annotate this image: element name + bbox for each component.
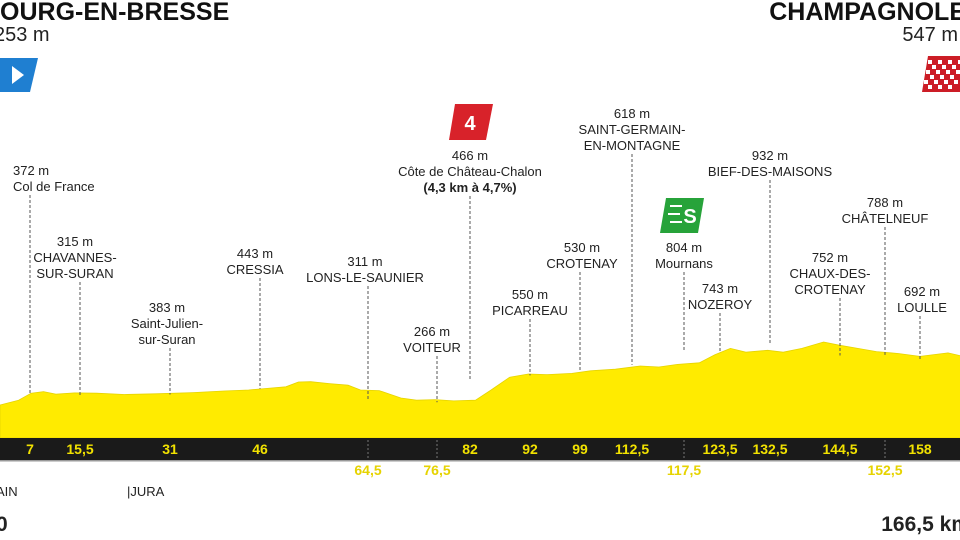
annotation-altitude: 692 m <box>904 284 940 299</box>
finish-km: 166,5 km <box>881 513 960 536</box>
region-divider: | <box>127 484 131 499</box>
start-town: BOURG-EN-BRESSE <box>0 0 230 26</box>
finish-flag-square <box>938 85 942 89</box>
annotation-label: sur-Suran <box>138 332 195 347</box>
annotation-altitude: 466 m <box>452 148 488 163</box>
km-label: 82 <box>462 441 478 457</box>
finish-flag-square <box>944 80 948 84</box>
play-icon <box>12 66 24 84</box>
km-label-lower: 152,5 <box>867 462 902 478</box>
annotation-label: CHÂTELNEUF <box>842 211 929 226</box>
annotation-label: EN-MONTAGNE <box>584 138 681 153</box>
finish-flag-square <box>948 85 952 89</box>
annotation-label: Mournans <box>655 256 713 271</box>
annotation-label: Saint-Julien- <box>131 316 203 331</box>
annotation-label: LONS-LE-SAUNIER <box>306 270 424 285</box>
annotation-label: BIEF-DES-MAISONS <box>708 164 833 179</box>
finish-flag-square <box>936 70 940 74</box>
start-altitude: 253 m <box>0 24 50 46</box>
sprint-icon <box>660 198 704 233</box>
km-label: 92 <box>522 441 538 457</box>
annotation-altitude: 383 m <box>149 300 185 315</box>
annotation-altitude: 804 m <box>666 240 702 255</box>
annotation-altitude: 315 m <box>57 234 93 249</box>
distance-band <box>0 438 960 460</box>
sprint-label: S <box>683 206 696 228</box>
finish-flag-square <box>938 60 942 64</box>
climb-category-icon <box>449 104 493 140</box>
km-label: 144,5 <box>822 441 857 457</box>
finish-flag-square <box>942 65 946 69</box>
annotation-label: CHAUX-DES- <box>790 266 871 281</box>
annotation-label: Côte de Château-Chalon <box>398 164 542 179</box>
climb-category-label: 4 <box>464 113 476 135</box>
finish-altitude: 547 m <box>902 24 958 46</box>
finish-flag-square <box>948 60 952 64</box>
finish-town: CHAMPAGNOLE <box>769 0 960 26</box>
annotation-label: SUR-SURAN <box>36 266 113 281</box>
finish-flag-square <box>946 70 950 74</box>
finish-flag-square <box>924 80 928 84</box>
finish-flag-square <box>928 60 932 64</box>
annotation-altitude: 788 m <box>867 195 903 210</box>
finish-flag-square <box>934 80 938 84</box>
annotation-altitude: 932 m <box>752 148 788 163</box>
annotation-label: LOULLE <box>897 300 947 315</box>
annotation-altitude: 618 m <box>614 106 650 121</box>
km-label-lower: 64,5 <box>354 462 381 478</box>
elevation-profile-area <box>0 341 960 439</box>
sprint-lines-icon <box>668 205 682 223</box>
annotation-altitude: 752 m <box>812 250 848 265</box>
start-km: 0 <box>0 513 8 536</box>
annotation-label: NOZEROY <box>688 297 753 312</box>
region-label-jura: |JURA <box>127 484 164 499</box>
annotation-label: CROTENAY <box>546 256 618 271</box>
km-label: 112,5 <box>615 441 649 457</box>
region-label-ain: AIN <box>0 484 18 499</box>
finish-flag-square <box>950 75 954 79</box>
km-label: 15,5 <box>66 441 93 457</box>
annotation-label: SAINT-GERMAIN- <box>579 122 686 137</box>
annotation-label: Col de France <box>13 179 95 194</box>
annotation-label: (4,3 km à 4,7%) <box>423 180 516 195</box>
finish-flag-square <box>954 80 958 84</box>
annotation-altitude: 530 m <box>564 240 600 255</box>
km-label: 158 <box>908 441 932 457</box>
km-label: 46 <box>252 441 268 457</box>
annotation-altitude: 266 m <box>414 324 450 339</box>
finish-flag-square <box>956 70 960 74</box>
finish-flag-square <box>940 75 944 79</box>
finish-flag-square <box>926 70 930 74</box>
annotation-label: CRESSIA <box>226 262 283 277</box>
finish-flag-square <box>952 65 956 69</box>
annotation-label: VOITEUR <box>403 340 461 355</box>
annotation-altitude: 550 m <box>512 287 548 302</box>
annotation-label: PICARREAU <box>492 303 568 318</box>
annotation-altitude: 443 m <box>237 246 273 261</box>
finish-flag-square <box>930 75 934 79</box>
annotation-label: CHAVANNES- <box>33 250 116 265</box>
km-label: 123,5 <box>702 441 737 457</box>
annotation-altitude: 743 m <box>702 281 738 296</box>
finish-flag-square <box>928 85 932 89</box>
distance-band-edge <box>0 460 960 462</box>
region-label-jura-text: JURA <box>130 484 165 499</box>
finish-flag-icon <box>922 56 960 92</box>
finish-flag-square <box>958 60 960 64</box>
km-label: 31 <box>162 441 178 457</box>
km-label: 99 <box>572 441 588 457</box>
finish-flag-bg <box>922 56 960 92</box>
annotation-altitude: 311 m <box>347 254 382 269</box>
annotation-label: CROTENAY <box>794 282 866 297</box>
km-label: 132,5 <box>752 441 787 457</box>
km-label-lower: 117,5 <box>667 462 701 478</box>
finish-flag-square <box>932 65 936 69</box>
km-label-lower: 76,5 <box>423 462 450 478</box>
km-label: 7 <box>26 441 34 457</box>
annotation-altitude: 372 m <box>13 163 49 178</box>
